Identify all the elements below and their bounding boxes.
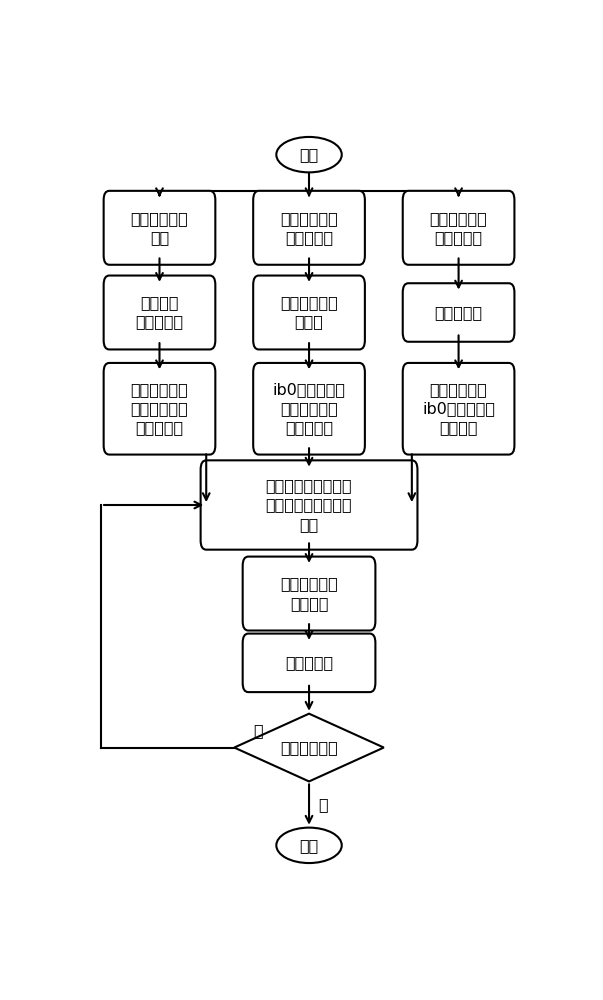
- Text: ib0坐标系系与
惯性坐标系转
换矩阵计算: ib0坐标系系与 惯性坐标系转 换矩阵计算: [273, 382, 346, 435]
- FancyBboxPatch shape: [242, 557, 376, 631]
- Text: 对准是否结束: 对准是否结束: [280, 740, 338, 755]
- Text: 航向角修正: 航向角修正: [285, 655, 333, 670]
- FancyBboxPatch shape: [403, 363, 514, 455]
- FancyBboxPatch shape: [253, 363, 365, 455]
- Text: 精对准航向偏
差角计算: 精对准航向偏 差角计算: [280, 576, 338, 611]
- FancyBboxPatch shape: [403, 283, 514, 342]
- Text: 结束: 结束: [300, 838, 318, 853]
- FancyBboxPatch shape: [104, 276, 215, 349]
- Text: 否: 否: [253, 723, 262, 738]
- Text: 开始: 开始: [300, 147, 318, 162]
- FancyBboxPatch shape: [403, 191, 514, 265]
- Text: 获取陀螺仪传
感器的数据: 获取陀螺仪传 感器的数据: [430, 211, 487, 245]
- Ellipse shape: [276, 828, 342, 863]
- Text: 是: 是: [318, 797, 328, 812]
- FancyBboxPatch shape: [253, 276, 365, 349]
- FancyBboxPatch shape: [104, 191, 215, 265]
- Text: 获取加速度传
感器的数据: 获取加速度传 感器的数据: [280, 211, 338, 245]
- FancyBboxPatch shape: [104, 363, 215, 455]
- Text: 载体坐标系与
ib0坐标系转换
矩阵计算: 载体坐标系与 ib0坐标系转换 矩阵计算: [422, 382, 495, 435]
- Ellipse shape: [276, 137, 342, 172]
- Text: 地球自转
角速度计算: 地球自转 角速度计算: [136, 295, 183, 330]
- Text: 地球重力加速
度计算: 地球重力加速 度计算: [280, 295, 338, 330]
- Text: 粗对准载体坐标系与
航天坐标系转换矩阵
计算: 粗对准载体坐标系与 航天坐标系转换矩阵 计算: [266, 478, 352, 532]
- Text: 获取自身位置
信息: 获取自身位置 信息: [131, 211, 188, 245]
- FancyBboxPatch shape: [201, 460, 417, 550]
- Polygon shape: [234, 714, 384, 781]
- FancyBboxPatch shape: [253, 191, 365, 265]
- Text: 惯性坐标系与
航天坐标系转
换矩阵计算: 惯性坐标系与 航天坐标系转 换矩阵计算: [131, 382, 188, 435]
- Text: 四元数计算: 四元数计算: [435, 305, 482, 320]
- FancyBboxPatch shape: [242, 634, 376, 692]
